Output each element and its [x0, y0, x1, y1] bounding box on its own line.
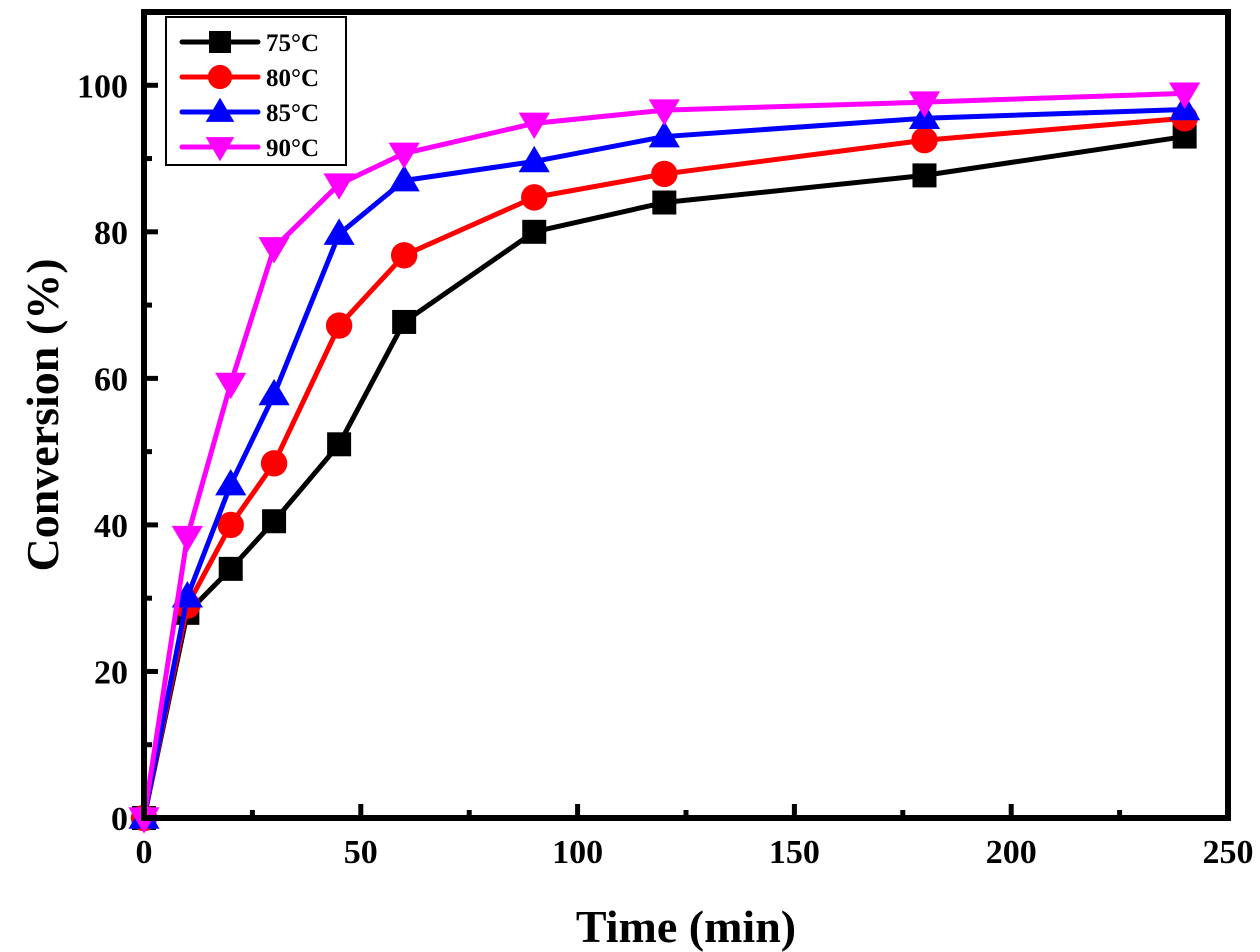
y-tick-label: 60 [94, 361, 128, 398]
data-point-triangle-down [171, 525, 203, 553]
y-tick-label: 20 [94, 654, 128, 691]
legend-marker-circle [207, 64, 233, 90]
data-point-circle [217, 511, 244, 539]
y-tick-label: 80 [94, 215, 128, 252]
data-point-triangle-up [518, 145, 550, 173]
legend-entry: 75°C [179, 30, 319, 57]
legend-label: 75°C [266, 30, 319, 57]
y-tick-label: 100 [77, 68, 128, 105]
data-point-square [218, 556, 243, 581]
x-tick-label: 0 [136, 834, 153, 871]
x-tick-label: 250 [1203, 834, 1254, 871]
data-point-triangle-up [215, 469, 247, 496]
data-point-square [912, 163, 937, 188]
data-point-circle [911, 127, 938, 154]
data-point-square [327, 432, 352, 457]
series-90CC [128, 82, 1201, 834]
x-axis-title: Time (min) [576, 901, 796, 952]
data-point-triangle-down [908, 91, 941, 118]
series-line [141, 90, 1185, 819]
data-point-triangle-down [648, 99, 680, 126]
x-tick-label: 100 [552, 834, 603, 871]
data-point-circle [521, 184, 548, 211]
series-80CC [130, 105, 1198, 832]
legend-entry: 85°C [179, 97, 319, 127]
legend-label: 80°C [266, 65, 319, 92]
x-tick-label: 150 [769, 834, 820, 871]
data-point-triangle-down [323, 173, 355, 200]
data-point-square [392, 309, 417, 334]
legend-marker-square [209, 31, 231, 53]
y-tick-label: 0 [111, 801, 128, 838]
data-point-triangle-down [1169, 82, 1201, 109]
series-layer [128, 82, 1201, 834]
data-point-circle [390, 242, 418, 269]
data-point-triangle-down [215, 372, 247, 400]
legend-marker-triangle-up [205, 97, 235, 122]
legend-label: 90°C [266, 135, 319, 162]
y-tick-label: 40 [94, 508, 128, 545]
series-line [141, 115, 1185, 819]
data-point-triangle-down [258, 237, 290, 264]
x-tick-label: 50 [344, 834, 378, 871]
data-point-triangle-down [388, 142, 420, 170]
y-axis-title: Conversion (%) [17, 258, 68, 571]
legend-marker-triangle-down [205, 137, 235, 162]
data-point-square [262, 509, 287, 534]
data-point-circle [651, 160, 678, 188]
data-point-triangle-up [648, 120, 680, 148]
data-point-circle [325, 312, 353, 339]
data-point-square [652, 190, 677, 215]
x-axis-ticks: 0 50 100 150 200 250 [136, 804, 1254, 871]
data-point-triangle-up [258, 378, 290, 406]
data-point-triangle-down [518, 112, 550, 139]
series-line [141, 134, 1186, 819]
data-point-square [522, 219, 547, 244]
data-point-square [1172, 124, 1197, 149]
x-tick-label: 200 [986, 834, 1037, 871]
legend-entry: 90°C [179, 135, 319, 162]
data-point-triangle-up [388, 164, 420, 192]
legend-label: 85°C [266, 100, 319, 127]
series-line [141, 106, 1185, 819]
legend: 75°C 80°C 85°C 90°C [165, 16, 347, 166]
y-axis-ticks: 0 20 40 60 80 100 [77, 9, 158, 838]
data-point-triangle-up [323, 218, 355, 245]
legend-entry: 80°C [179, 64, 319, 92]
data-point-circle [260, 450, 288, 477]
